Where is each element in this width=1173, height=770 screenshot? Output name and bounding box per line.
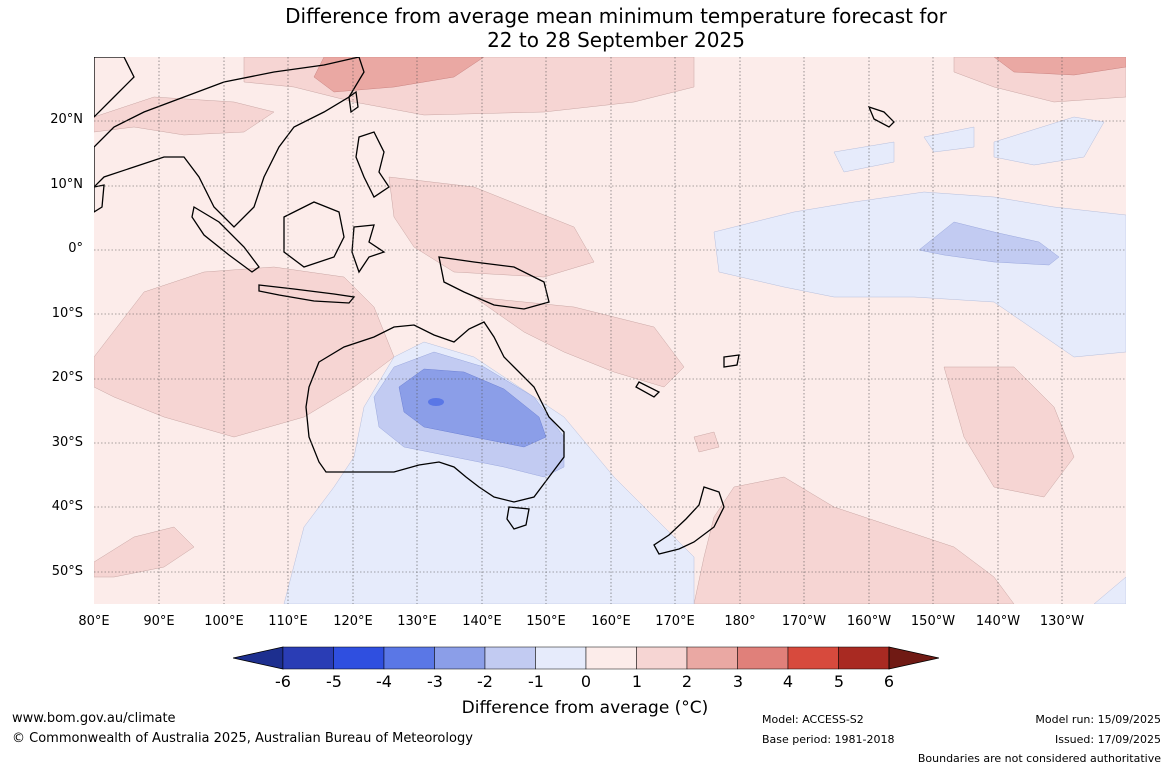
lat-label-10s: 10°S [51, 306, 83, 321]
borneo-outline [283, 201, 345, 268]
lon-label-130w: 130°W [1039, 614, 1085, 629]
website-link[interactable]: www.bom.gov.au/climate [12, 711, 176, 726]
model-label: Model: ACCESS-S2 [762, 713, 864, 726]
lon-label-90e: 90°E [143, 614, 175, 629]
anomaly-minus3-regions [398, 368, 547, 448]
forecast-map [94, 57, 1126, 604]
lon-label-160e: 160°E [591, 614, 631, 629]
lat-label-20s: 20°S [51, 370, 83, 385]
colorbar-tick-minus5: -5 [326, 672, 342, 691]
colorbar-bin-5 [838, 646, 890, 670]
colorbar-bin-1 [636, 646, 688, 670]
colorbar-tick-minus6: -6 [275, 672, 291, 691]
hawaii-outline [867, 105, 895, 128]
graticule [94, 57, 1126, 604]
colorbar-bin-minus4 [383, 646, 435, 670]
model-run-label: Model run: 15/09/2025 [1035, 713, 1161, 726]
colorbar-tick-6: 6 [883, 672, 895, 691]
colorbar-min-arrow [233, 646, 284, 670]
colorbar-bin-minus5 [333, 646, 385, 670]
colorbar-tick-4: 4 [782, 672, 794, 691]
map-title: Difference from average mean minimum tem… [0, 4, 1173, 52]
boundaries-disclaimer: Boundaries are not considered authoritat… [917, 752, 1161, 765]
australia-outline [305, 321, 565, 503]
colorbar-max-arrow [888, 646, 939, 670]
colorbar-tick-minus2: -2 [477, 672, 493, 691]
sri-lanka-outline [94, 184, 105, 213]
copyright-text: © Commonwealth of Australia 2025, Austra… [12, 731, 473, 746]
lat-label-0: 0° [68, 241, 83, 256]
philippines-outline [355, 131, 390, 198]
lon-label-170w: 170°W [781, 614, 827, 629]
colorbar [233, 646, 939, 670]
colorbar-tick-minus4: -4 [376, 672, 392, 691]
fiji-outline [723, 354, 740, 368]
anomaly-plus1-regions [94, 57, 1126, 604]
lat-label-50s: 50°S [51, 564, 83, 579]
lon-label-100e: 100°E [204, 614, 244, 629]
lon-label-140e: 140°E [462, 614, 502, 629]
india-outline [94, 57, 135, 118]
lat-label-10n: 10°N [50, 177, 83, 192]
colorbar-title: Difference from average (°C) [461, 698, 709, 718]
colorbar-tick-3: 3 [732, 672, 744, 691]
title-line-2: 22 to 28 September 2025 [487, 28, 745, 52]
colorbar-tick-minus3: -3 [427, 672, 443, 691]
colorbar-tick-5: 5 [833, 672, 845, 691]
colorbar-bin-2 [686, 646, 738, 670]
lon-label-160w: 160°W [846, 614, 892, 629]
colorbar-tick-1: 1 [631, 672, 643, 691]
lat-label-30s: 30°S [51, 435, 83, 450]
lon-label-150e: 150°E [526, 614, 566, 629]
lon-label-150w: 150°W [910, 614, 956, 629]
lon-label-170e: 170°E [655, 614, 695, 629]
lon-label-110e: 110°E [268, 614, 308, 629]
lon-label-180: 180° [724, 614, 756, 629]
lat-label-40s: 40°S [51, 499, 83, 514]
issued-label: Issued: 17/09/2025 [1054, 733, 1161, 746]
new-caledonia-outline [635, 381, 661, 398]
sulawesi-outline [351, 224, 386, 274]
map-svg [94, 57, 1126, 604]
colorbar-bin-minus1 [535, 646, 587, 670]
lat-label-20n: 20°N [50, 112, 83, 127]
lon-label-130e: 130°E [397, 614, 437, 629]
taiwan-outline [348, 90, 359, 114]
colorbar-bin-0 [585, 646, 637, 670]
tasmania-outline [506, 506, 530, 530]
colorbar-bin-minus3 [434, 646, 486, 670]
new-guinea-outline [438, 256, 550, 310]
lon-label-80e: 80°E [78, 614, 110, 629]
colorbar-bin-minus6 [282, 646, 334, 670]
colorbar-tick-minus1: -1 [528, 672, 544, 691]
colorbar-bin-4 [787, 646, 839, 670]
base-period-label: Base period: 1981-2018 [762, 733, 895, 746]
colorbar-bin-minus2 [484, 646, 536, 670]
colorbar-tick-0: 0 [580, 672, 592, 691]
java-outline [258, 284, 356, 304]
colorbar-bin-3 [737, 646, 789, 670]
colorbar-tick-2: 2 [681, 672, 693, 691]
lon-label-120e: 120°E [333, 614, 373, 629]
lon-label-140w: 140°W [975, 614, 1021, 629]
anomaly-minus4-spot [428, 398, 444, 406]
new-zealand-outline [653, 486, 725, 555]
sumatra-outline [191, 205, 260, 273]
title-line-1: Difference from average mean minimum tem… [285, 4, 947, 28]
